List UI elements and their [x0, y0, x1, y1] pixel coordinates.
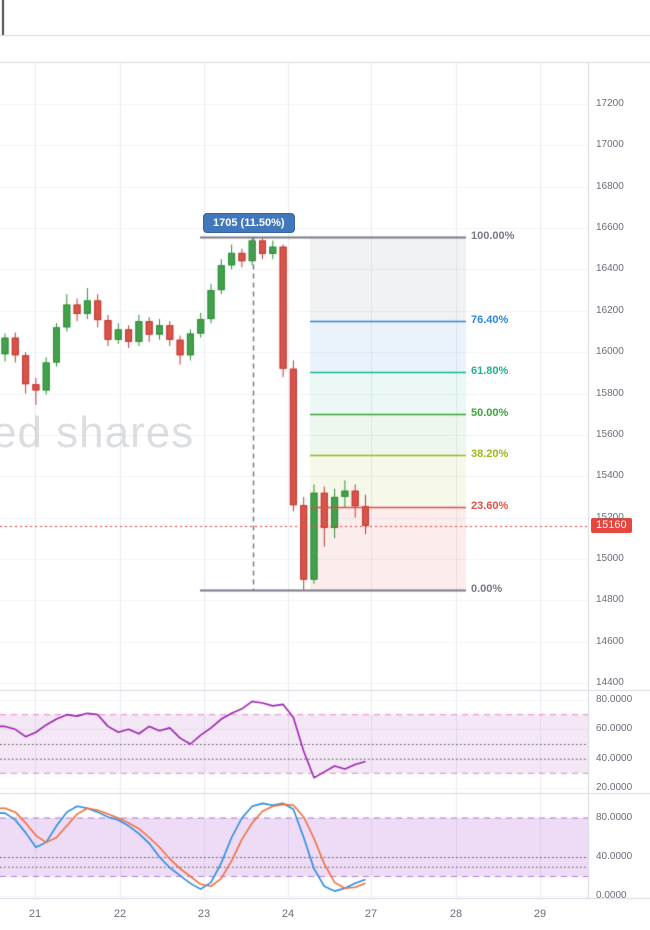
last-price-label: 15160	[591, 517, 632, 533]
chart-watermark: ed shares	[0, 408, 195, 457]
fib-measurement-badge[interactable]: 1705 (11.50%)	[203, 213, 295, 233]
